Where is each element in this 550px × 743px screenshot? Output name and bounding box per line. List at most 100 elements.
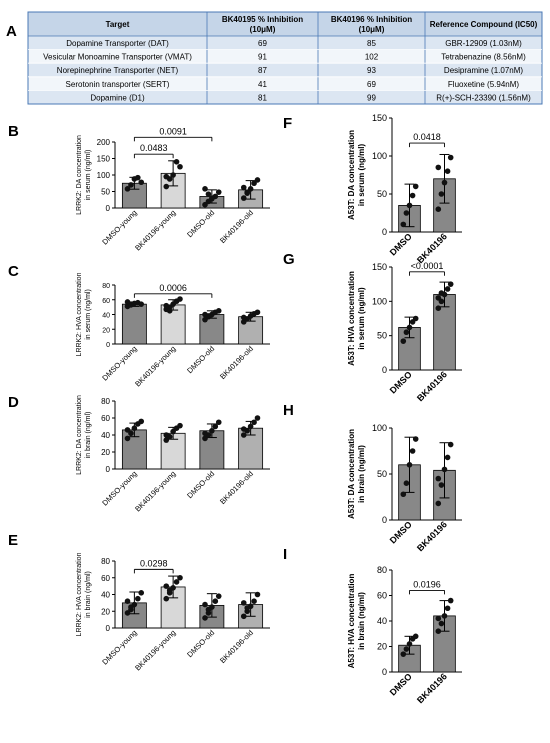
data-point bbox=[444, 605, 451, 612]
data-point bbox=[244, 605, 250, 611]
data-point bbox=[202, 601, 208, 608]
panel-letter-c: C bbox=[8, 263, 19, 280]
data-point bbox=[240, 426, 247, 432]
chart-g: 0 50 100 150 A53T: HVA concentrationin serum… bbox=[347, 261, 462, 403]
data-point bbox=[447, 281, 454, 287]
y-tick-label: 0 bbox=[106, 465, 111, 474]
p-value-label: 0.0196 bbox=[413, 579, 441, 589]
table-row bbox=[28, 90, 542, 104]
data-point bbox=[441, 466, 448, 473]
y-tick-label: 80 bbox=[102, 283, 110, 290]
data-point bbox=[124, 435, 131, 442]
data-point bbox=[138, 179, 145, 186]
table-cell: 85 bbox=[367, 39, 376, 48]
y-tick-label: 100 bbox=[372, 296, 387, 306]
y-tick-label: 0 bbox=[382, 515, 387, 525]
data-point bbox=[254, 415, 261, 421]
data-point bbox=[438, 482, 445, 488]
y-tick-label: 20 bbox=[377, 642, 387, 652]
table-cell: R(+)-SCH-23390 (1.56nM) bbox=[436, 93, 531, 102]
y-axis-label: LRRK2: HVA concentration in brain (ng/ml) bbox=[76, 552, 92, 636]
data-point bbox=[138, 590, 145, 596]
panel-letter-i: I bbox=[283, 546, 287, 563]
data-point bbox=[124, 299, 131, 305]
table-cell: 69 bbox=[367, 80, 376, 89]
y-tick-label: 80 bbox=[377, 565, 387, 575]
data-point bbox=[163, 437, 170, 443]
y-tick-label: 80 bbox=[101, 557, 110, 566]
y-tick-label: 0 bbox=[106, 342, 110, 349]
data-point bbox=[435, 295, 442, 301]
table-header-cell: BK40196 % Inhibition (10μM) bbox=[331, 15, 412, 34]
data-point bbox=[403, 210, 410, 216]
data-point bbox=[163, 302, 170, 309]
table-row bbox=[28, 49, 542, 64]
data-point bbox=[163, 595, 170, 602]
y-axis-label-line: A53T: DA concentration bbox=[347, 429, 356, 519]
x-tick-label: DMSO-old bbox=[185, 208, 216, 239]
x-tick-label: BK40196 bbox=[415, 369, 449, 403]
chart-d: 0 20 40 60 80 LRRK2: DA concentration in brain… bbox=[76, 395, 270, 513]
data-point bbox=[435, 475, 442, 482]
y-axis-label-line: LRRK2: HVA concentration bbox=[76, 272, 83, 356]
table-row bbox=[28, 76, 542, 91]
y-tick-label: 20 bbox=[101, 448, 110, 457]
data-point bbox=[209, 427, 215, 434]
data-point bbox=[406, 324, 413, 331]
data-point bbox=[205, 191, 212, 197]
data-point bbox=[403, 329, 410, 336]
data-point bbox=[403, 480, 410, 487]
chart-b: 0 50 100 150 200 LRRK2: DA concentration in se… bbox=[76, 126, 270, 252]
y-axis-label-line: in serum (ng/ml) bbox=[85, 289, 92, 340]
x-tick-label: DMSO-old bbox=[185, 344, 216, 375]
y-axis-label-line: LRRK2: HVA concentration bbox=[76, 552, 83, 636]
y-axis-label: LRRK2: HVA concentration in serum (ng/ml) bbox=[76, 272, 92, 356]
table-cell: 93 bbox=[367, 66, 376, 75]
data-point bbox=[406, 202, 413, 209]
table-header-line: BK40196 % Inhibition bbox=[331, 15, 412, 24]
y-axis-label-line: LRRK2: DA concentration bbox=[76, 135, 83, 215]
data-point bbox=[412, 183, 419, 190]
y-tick-label: 0 bbox=[382, 227, 387, 237]
data-point bbox=[400, 651, 407, 657]
data-point bbox=[135, 174, 141, 181]
y-tick-label: 50 bbox=[377, 189, 387, 199]
y-axis-label: A53T: DA concentrationin brain (ng/ml) bbox=[347, 429, 366, 519]
x-tick-label: DMSO-young bbox=[100, 208, 138, 246]
table-cell: 81 bbox=[258, 93, 267, 102]
table-header-bg bbox=[28, 12, 542, 36]
y-axis-label-line: in serum (ng/ml) bbox=[357, 144, 366, 207]
x-tick-label: BK40196-young bbox=[133, 344, 177, 388]
x-tick-label: DMSO bbox=[388, 519, 414, 545]
data-point bbox=[124, 598, 131, 604]
table-header-cell: Target bbox=[106, 20, 130, 29]
y-axis-label: A53T: HVA concentrationin serum (ng/ml) bbox=[347, 271, 366, 366]
x-tick-label: BK40196-young bbox=[133, 628, 177, 672]
x-tick-label: BK40196 bbox=[415, 671, 449, 705]
table-cell: Fluoxetine (5.94nM) bbox=[448, 80, 519, 89]
data-point bbox=[202, 435, 208, 442]
data-point bbox=[244, 189, 250, 195]
data-point bbox=[240, 314, 247, 321]
y-axis-label-line: A53T: DA concentration bbox=[347, 130, 356, 220]
p-value-label: <0.0001 bbox=[411, 261, 444, 271]
panel-letter-a: A bbox=[6, 23, 17, 40]
data-point bbox=[435, 628, 442, 634]
y-tick-label: 100 bbox=[97, 171, 111, 180]
p-value-label: 0.0483 bbox=[140, 143, 168, 153]
x-tick-label: BK40196-old bbox=[218, 469, 255, 506]
data-point bbox=[163, 583, 170, 589]
table-cell: Dopamine Transporter (DAT) bbox=[66, 39, 169, 48]
y-axis-label-line: in brain (ng/ml) bbox=[357, 445, 366, 503]
table-cell: 87 bbox=[258, 66, 267, 75]
data-point bbox=[444, 454, 451, 461]
data-point bbox=[163, 432, 170, 438]
data-point bbox=[240, 195, 247, 201]
y-axis-label-line: LRRK2: DA concentration bbox=[76, 395, 83, 475]
x-tick-label: DMSO-young bbox=[100, 469, 138, 507]
table-header-line: (10μM) bbox=[250, 25, 276, 34]
data-point bbox=[412, 633, 419, 640]
data-point bbox=[438, 191, 445, 197]
